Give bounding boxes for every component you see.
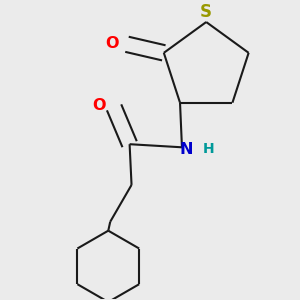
- Text: O: O: [106, 36, 119, 51]
- Text: O: O: [93, 98, 106, 113]
- Text: N: N: [180, 142, 194, 157]
- Text: H: H: [202, 142, 214, 156]
- Text: S: S: [200, 3, 212, 21]
